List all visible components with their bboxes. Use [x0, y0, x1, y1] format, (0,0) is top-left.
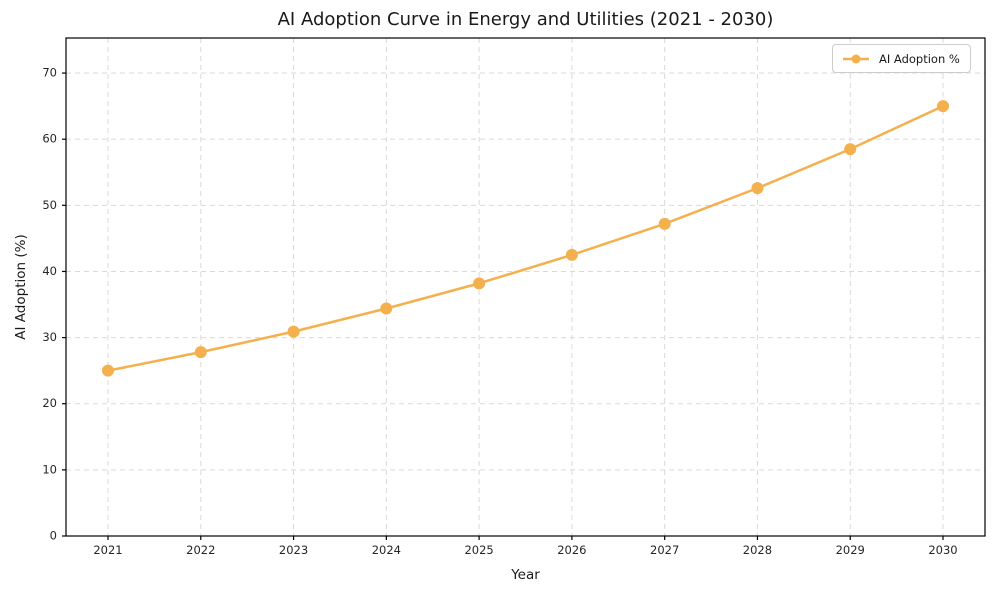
legend-label: AI Adoption %	[879, 51, 960, 66]
y-tick-label: 40	[42, 264, 57, 278]
x-tick-label: 2029	[836, 543, 865, 557]
x-tick-label: 2026	[557, 543, 586, 557]
data-point	[844, 143, 857, 156]
data-point	[194, 346, 207, 359]
x-axis-label: Year	[511, 567, 540, 583]
y-axis-label: AI Adoption (%)	[13, 234, 29, 340]
y-tick-label: 50	[42, 198, 57, 212]
x-tick-label: 2023	[279, 543, 308, 557]
data-point	[380, 302, 393, 315]
data-point	[937, 100, 949, 113]
x-tick-label: 2028	[743, 543, 772, 557]
y-tick-label: 30	[42, 330, 57, 344]
x-tick-label: 2027	[650, 543, 679, 557]
data-point	[565, 248, 578, 261]
x-tick-label: 2025	[464, 543, 493, 557]
y-tick-label: 60	[42, 132, 57, 146]
legend-line-marker-icon	[843, 54, 869, 63]
data-point	[751, 182, 764, 195]
data-point	[658, 217, 671, 230]
data-point	[287, 325, 300, 338]
x-tick-label: 2024	[372, 543, 401, 557]
x-tick-label: 2021	[93, 543, 122, 557]
y-tick-label: 10	[42, 462, 57, 476]
y-tick-label: 0	[50, 529, 57, 543]
x-tick-label: 2022	[186, 543, 215, 557]
data-point	[102, 364, 114, 377]
x-tick-label: 2030	[928, 543, 957, 557]
chart-title: AI Adoption Curve in Energy and Utilitie…	[277, 9, 774, 30]
series-line	[106, 104, 945, 372]
legend: AI Adoption %	[832, 44, 971, 73]
data-point	[473, 277, 486, 290]
axes-spines	[65, 37, 986, 537]
y-tick-label: 70	[42, 66, 57, 80]
y-tick-label: 20	[42, 396, 57, 410]
